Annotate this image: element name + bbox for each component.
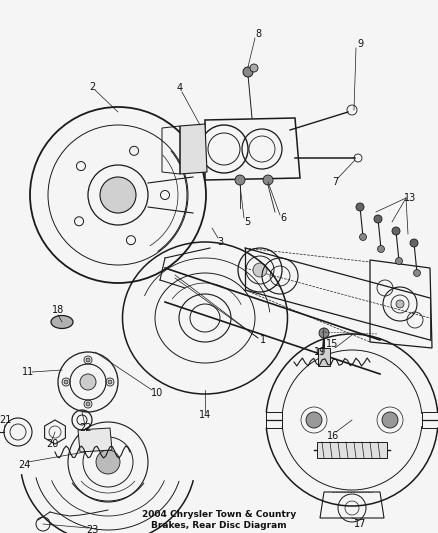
Text: 7: 7 bbox=[332, 177, 338, 187]
Circle shape bbox=[396, 300, 404, 308]
Circle shape bbox=[108, 380, 112, 384]
Circle shape bbox=[250, 64, 258, 72]
Circle shape bbox=[243, 67, 253, 77]
Text: 2004 Chrysler Town & Country
Brakes, Rear Disc Diagram: 2004 Chrysler Town & Country Brakes, Rea… bbox=[142, 510, 296, 530]
Text: 15: 15 bbox=[326, 339, 338, 349]
Text: 14: 14 bbox=[199, 410, 211, 420]
Circle shape bbox=[382, 412, 398, 428]
Text: 21: 21 bbox=[0, 415, 11, 425]
Circle shape bbox=[86, 402, 90, 406]
Circle shape bbox=[396, 257, 403, 264]
Text: 17: 17 bbox=[354, 519, 366, 529]
Text: 20: 20 bbox=[46, 439, 58, 449]
Text: 6: 6 bbox=[280, 213, 286, 223]
Text: 3: 3 bbox=[217, 237, 223, 247]
Polygon shape bbox=[317, 442, 387, 458]
Circle shape bbox=[319, 328, 329, 338]
Text: 24: 24 bbox=[18, 460, 30, 470]
Text: 16: 16 bbox=[327, 431, 339, 441]
Text: 4: 4 bbox=[177, 83, 183, 93]
Text: 9: 9 bbox=[357, 39, 363, 49]
Circle shape bbox=[374, 215, 382, 223]
Circle shape bbox=[410, 239, 418, 247]
Circle shape bbox=[392, 227, 400, 235]
Circle shape bbox=[356, 203, 364, 211]
Text: 2: 2 bbox=[89, 82, 95, 92]
Circle shape bbox=[413, 270, 420, 277]
Text: 18: 18 bbox=[52, 305, 64, 315]
Circle shape bbox=[263, 175, 273, 185]
Circle shape bbox=[100, 177, 136, 213]
Circle shape bbox=[64, 380, 68, 384]
Text: 23: 23 bbox=[86, 525, 98, 533]
Circle shape bbox=[378, 246, 385, 253]
Circle shape bbox=[253, 263, 267, 277]
Circle shape bbox=[80, 374, 96, 390]
Ellipse shape bbox=[51, 316, 73, 328]
Text: 11: 11 bbox=[22, 367, 34, 377]
Circle shape bbox=[306, 412, 322, 428]
Circle shape bbox=[96, 450, 120, 474]
Polygon shape bbox=[78, 428, 112, 452]
Text: 19: 19 bbox=[314, 347, 326, 357]
Circle shape bbox=[360, 233, 367, 240]
Text: 5: 5 bbox=[244, 217, 250, 227]
Text: 1: 1 bbox=[260, 335, 266, 345]
Polygon shape bbox=[180, 124, 207, 174]
Text: 13: 13 bbox=[404, 193, 416, 203]
Circle shape bbox=[235, 175, 245, 185]
Polygon shape bbox=[318, 348, 330, 366]
Circle shape bbox=[86, 358, 90, 362]
Text: 22: 22 bbox=[80, 423, 92, 433]
Text: 10: 10 bbox=[151, 388, 163, 398]
Text: 8: 8 bbox=[255, 29, 261, 39]
